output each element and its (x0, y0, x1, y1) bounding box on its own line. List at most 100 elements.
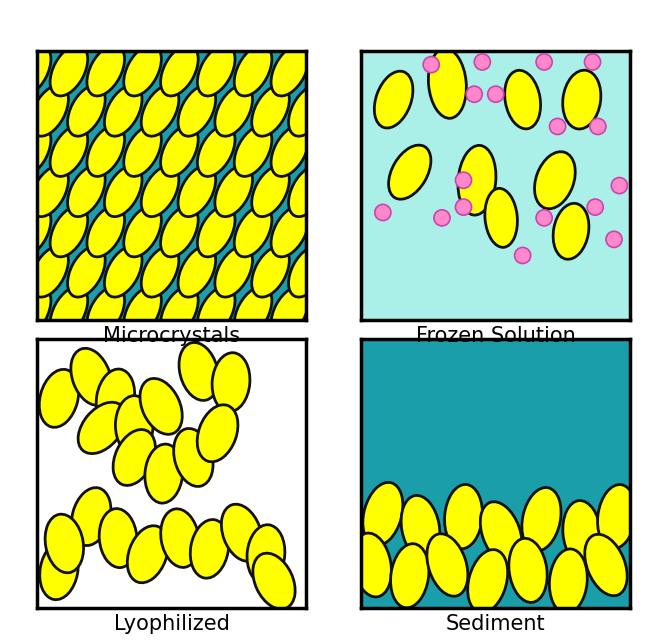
Circle shape (474, 54, 490, 70)
Ellipse shape (198, 125, 235, 177)
Ellipse shape (141, 166, 179, 217)
Ellipse shape (161, 206, 198, 257)
Text: Microcrystals: Microcrystals (103, 326, 241, 346)
Ellipse shape (161, 287, 198, 337)
Text: Lyophilized: Lyophilized (114, 614, 230, 634)
Ellipse shape (31, 246, 68, 297)
Ellipse shape (39, 369, 79, 428)
Ellipse shape (234, 125, 272, 177)
Ellipse shape (50, 206, 88, 257)
Ellipse shape (522, 488, 561, 551)
Circle shape (590, 118, 606, 134)
Ellipse shape (401, 495, 440, 559)
Ellipse shape (215, 246, 253, 297)
Ellipse shape (178, 166, 215, 217)
Ellipse shape (289, 246, 326, 297)
Circle shape (606, 231, 622, 248)
Ellipse shape (445, 484, 483, 548)
Ellipse shape (78, 402, 126, 454)
Ellipse shape (40, 541, 78, 600)
Ellipse shape (221, 504, 262, 561)
Ellipse shape (174, 429, 213, 486)
Circle shape (455, 172, 471, 188)
Ellipse shape (535, 152, 575, 209)
Ellipse shape (124, 45, 161, 96)
Ellipse shape (485, 188, 518, 247)
Ellipse shape (13, 206, 51, 257)
Ellipse shape (271, 45, 309, 96)
Circle shape (536, 210, 552, 226)
Ellipse shape (13, 287, 51, 337)
Circle shape (466, 86, 483, 102)
Ellipse shape (67, 246, 105, 297)
Ellipse shape (45, 514, 83, 573)
Ellipse shape (50, 125, 88, 177)
Ellipse shape (97, 369, 135, 428)
Ellipse shape (141, 246, 179, 297)
Ellipse shape (99, 509, 137, 568)
Ellipse shape (427, 534, 468, 596)
Ellipse shape (585, 534, 627, 596)
Circle shape (514, 248, 531, 264)
Ellipse shape (67, 166, 105, 217)
Ellipse shape (124, 206, 161, 257)
Ellipse shape (161, 45, 198, 96)
Ellipse shape (252, 85, 290, 136)
Ellipse shape (553, 204, 589, 259)
Ellipse shape (391, 544, 429, 608)
Ellipse shape (13, 45, 51, 96)
Ellipse shape (353, 533, 391, 597)
Ellipse shape (145, 444, 182, 503)
Ellipse shape (104, 85, 142, 136)
Ellipse shape (71, 488, 111, 545)
Ellipse shape (198, 45, 235, 96)
Ellipse shape (363, 483, 403, 545)
Ellipse shape (197, 404, 238, 462)
Ellipse shape (549, 549, 587, 613)
Ellipse shape (563, 500, 601, 565)
Ellipse shape (563, 70, 601, 129)
Ellipse shape (458, 145, 496, 215)
Circle shape (455, 199, 471, 215)
Circle shape (434, 210, 450, 226)
Ellipse shape (31, 85, 68, 136)
Ellipse shape (247, 525, 285, 584)
Circle shape (549, 118, 566, 134)
Ellipse shape (178, 85, 215, 136)
Ellipse shape (141, 85, 179, 136)
Ellipse shape (509, 538, 547, 602)
Ellipse shape (161, 125, 198, 177)
Ellipse shape (104, 166, 142, 217)
Ellipse shape (468, 550, 508, 612)
Ellipse shape (179, 342, 218, 401)
Circle shape (611, 177, 627, 194)
Ellipse shape (252, 246, 290, 297)
Ellipse shape (31, 166, 68, 217)
Ellipse shape (128, 525, 168, 583)
Circle shape (423, 56, 440, 73)
Circle shape (587, 199, 603, 215)
Ellipse shape (71, 348, 112, 405)
Ellipse shape (67, 85, 105, 136)
Ellipse shape (374, 71, 413, 128)
Ellipse shape (124, 287, 161, 337)
Circle shape (584, 54, 601, 70)
Ellipse shape (212, 353, 250, 412)
Ellipse shape (161, 509, 199, 568)
Ellipse shape (178, 246, 215, 297)
Ellipse shape (215, 166, 253, 217)
Ellipse shape (253, 553, 295, 609)
Ellipse shape (116, 396, 153, 455)
Ellipse shape (87, 45, 124, 96)
Ellipse shape (140, 378, 182, 435)
Ellipse shape (289, 85, 326, 136)
Circle shape (536, 54, 552, 70)
Ellipse shape (50, 45, 88, 96)
Ellipse shape (113, 429, 155, 485)
Ellipse shape (234, 45, 272, 96)
Ellipse shape (87, 125, 124, 177)
Ellipse shape (190, 520, 229, 578)
Ellipse shape (104, 246, 142, 297)
Ellipse shape (389, 145, 431, 199)
Ellipse shape (50, 287, 88, 337)
